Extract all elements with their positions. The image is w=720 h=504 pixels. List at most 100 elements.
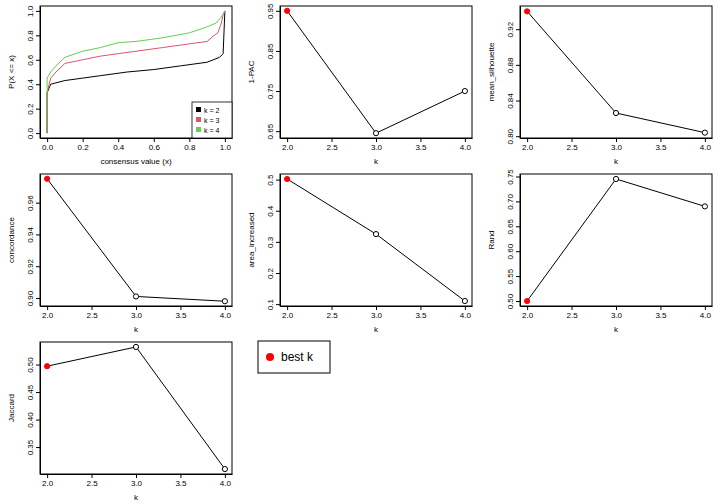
legend: best k bbox=[258, 341, 330, 373]
y-tick-mark bbox=[276, 304, 280, 305]
x-tick-mark bbox=[660, 138, 661, 142]
x-axis-title: k bbox=[614, 157, 619, 166]
x-tick: 4.0 bbox=[700, 306, 712, 320]
legend: k = 2k = 3k = 4 bbox=[192, 102, 232, 138]
x-tick: 0.2 bbox=[78, 138, 90, 152]
y-tick: 0.75 bbox=[506, 169, 520, 185]
y-tick-label: 0.1 bbox=[266, 299, 275, 311]
x-tick-mark bbox=[376, 306, 377, 310]
plot-frame bbox=[40, 6, 232, 138]
y-tick-label: 0.50 bbox=[26, 357, 35, 373]
y-tick: 0.50 bbox=[506, 293, 520, 309]
y-tick-mark bbox=[36, 392, 40, 393]
x-tick-label: 4.0 bbox=[460, 143, 472, 152]
x-axis: 2.02.53.03.54.0 bbox=[281, 306, 473, 320]
x-tick: 2.5 bbox=[326, 306, 338, 320]
legend-label: k = 2 bbox=[204, 107, 219, 114]
series-line bbox=[47, 347, 225, 469]
x-tick-mark bbox=[287, 306, 288, 310]
y-tick: 0.3 bbox=[266, 236, 280, 248]
panel: 2.02.53.03.54.00.900.920.940.96kconcorda… bbox=[7, 174, 233, 334]
x-tick: 3.0 bbox=[131, 474, 143, 488]
x-tick-mark bbox=[572, 138, 573, 142]
x-axis-title: k bbox=[374, 325, 379, 334]
x-tick-mark bbox=[47, 306, 48, 310]
x-tick-mark bbox=[465, 306, 466, 310]
x-tick: 2.5 bbox=[86, 474, 98, 488]
y-tick-label: 0.90 bbox=[26, 290, 35, 306]
panel: 2.02.53.03.54.00.800.840.880.92kmean_sil… bbox=[487, 6, 713, 166]
x-tick-label: 2.5 bbox=[326, 143, 338, 152]
x-axis: 2.0 2.5 3.0 3.5 4.0 bbox=[41, 306, 233, 320]
point bbox=[222, 299, 227, 304]
x-tick: 2.5 bbox=[86, 306, 98, 320]
x-tick-mark bbox=[705, 138, 706, 142]
y-tick-mark bbox=[516, 276, 520, 277]
y-tick: 0.70 bbox=[506, 194, 520, 210]
y-tick: 0.65 bbox=[506, 218, 520, 234]
plot-frame bbox=[520, 6, 712, 138]
y-tick-mark bbox=[36, 84, 40, 85]
y-tick-label: 0.45 bbox=[26, 384, 35, 400]
y-tick-label: 0.8 bbox=[26, 30, 35, 42]
y-tick: 0.96 bbox=[26, 195, 40, 211]
x-tick: 4.0 bbox=[220, 474, 232, 488]
x-tick: 2.5 bbox=[566, 306, 578, 320]
y-tick-label: 0.80 bbox=[506, 128, 515, 144]
y-tick-label: 0.4 bbox=[26, 79, 35, 91]
x-tick-label: 2.0 bbox=[522, 143, 534, 152]
y-axis: 0.10.20.30.40.5 bbox=[266, 174, 281, 310]
x-tick: 4.0 bbox=[460, 138, 472, 152]
series-line bbox=[527, 179, 705, 301]
y-tick-mark bbox=[516, 176, 520, 177]
y-tick-mark bbox=[36, 60, 40, 61]
x-tick-mark bbox=[225, 138, 226, 142]
y-tick-label: 0.92 bbox=[506, 21, 515, 37]
y-tick-mark bbox=[516, 226, 520, 227]
x-tick-label: 2.0 bbox=[42, 311, 54, 320]
y-axis-title: concordance bbox=[7, 217, 16, 263]
panel: 0.00.20.40.60.81.00.00.20.40.60.81.0cons… bbox=[7, 5, 233, 166]
y-tick: 0.85 bbox=[266, 43, 280, 59]
y-axis-title: Jaccard bbox=[7, 394, 16, 422]
y-tick: 0.4 bbox=[266, 205, 280, 217]
plot-area bbox=[525, 176, 708, 303]
x-tick-mark bbox=[376, 138, 377, 142]
y-axis-title: 1-PAC bbox=[247, 60, 256, 83]
x-tick: 3.0 bbox=[611, 138, 623, 152]
x-tick: 3.5 bbox=[175, 306, 187, 320]
y-tick-mark bbox=[276, 211, 280, 212]
y-axis: 0.800.840.880.92 bbox=[506, 7, 521, 145]
y-tick-label: 0.4 bbox=[266, 205, 275, 217]
y-tick-mark bbox=[516, 301, 520, 302]
legend-box bbox=[258, 341, 330, 373]
x-tick-mark bbox=[420, 138, 421, 142]
x-tick-label: 2.5 bbox=[566, 143, 578, 152]
x-tick: 4.0 bbox=[220, 306, 232, 320]
x-tick: 0.8 bbox=[184, 138, 196, 152]
plot-area bbox=[45, 344, 228, 471]
y-tick-label: 0.2 bbox=[26, 103, 35, 115]
y-tick-mark bbox=[36, 234, 40, 235]
x-tick-mark bbox=[154, 138, 155, 142]
x-tick: 3.5 bbox=[655, 306, 667, 320]
legend-box bbox=[192, 102, 232, 138]
y-tick: 0.8 bbox=[26, 30, 40, 42]
x-tick: 3.5 bbox=[415, 306, 427, 320]
x-tick-label: 4.0 bbox=[220, 479, 232, 488]
x-tick-mark bbox=[189, 138, 190, 142]
x-tick-mark bbox=[616, 306, 617, 310]
point bbox=[462, 88, 467, 93]
y-tick: 0.94 bbox=[26, 227, 40, 243]
series-line bbox=[287, 11, 465, 133]
y-tick-mark bbox=[276, 131, 280, 132]
y-tick: 0.40 bbox=[26, 412, 40, 428]
x-tick-label: 3.0 bbox=[131, 311, 143, 320]
y-axis: 0.650.750.850.95 bbox=[266, 3, 281, 139]
y-tick: 0.88 bbox=[506, 57, 520, 73]
y-tick: 0.55 bbox=[506, 268, 520, 284]
panel: best k bbox=[258, 341, 330, 373]
x-tick-mark bbox=[527, 306, 528, 310]
x-tick: 0.6 bbox=[149, 138, 161, 152]
x-tick-label: 0.0 bbox=[42, 143, 54, 152]
